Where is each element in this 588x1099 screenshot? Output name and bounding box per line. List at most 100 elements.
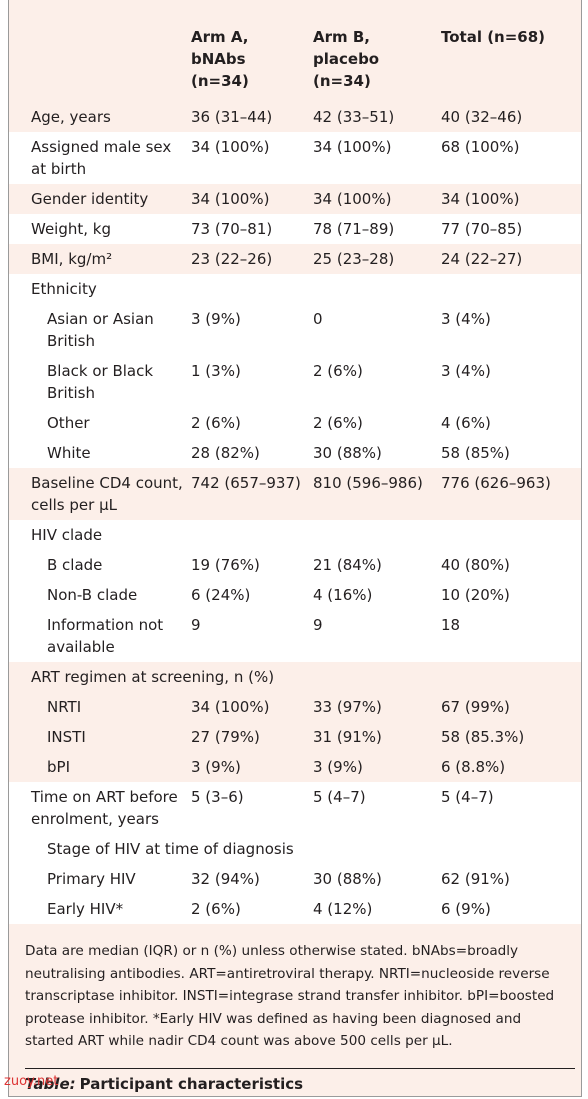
cell: 1 (3%) <box>191 362 241 380</box>
row-label: Assigned male sex at birth <box>31 138 172 178</box>
row: Early HIV* 2 (6%) 4 (12%) 6 (9%) <box>9 894 581 924</box>
row-label: B clade <box>47 556 103 574</box>
cell: 77 (70–85) <box>441 220 523 238</box>
cell: 810 (596–986) <box>313 474 423 492</box>
caption-title: Participant characteristics <box>79 1075 304 1093</box>
row: HIV clade <box>9 520 581 550</box>
divider <box>25 1068 575 1069</box>
cell: 24 (22–27) <box>441 250 523 268</box>
column-header: Arm B, placebo (n=34) <box>313 28 380 90</box>
row: ART regimen at screening, n (%) <box>9 662 581 692</box>
row-label: Stage of HIV at time of diagnosis <box>47 840 294 858</box>
row-group: BMI, kg/m² 23 (22–26) 25 (23–28) 24 (22–27) <box>9 244 581 274</box>
cell: 23 (22–26) <box>191 250 273 268</box>
cell: 78 (71–89) <box>313 220 395 238</box>
row: Black or Black British 1 (3%) 2 (6%) 3 (4%) <box>9 356 581 408</box>
cell: 2 (6%) <box>191 414 241 432</box>
cell: 4 (6%) <box>441 414 491 432</box>
row-group: Ethnicity Asian or Asian British 3 (9%) 0 3 … <box>9 274 581 468</box>
row-label: Time on ART before enrolment, years <box>31 788 178 828</box>
cell: 28 (82%) <box>191 444 260 462</box>
row: BMI, kg/m² 23 (22–26) 25 (23–28) 24 (22–27) <box>9 244 581 274</box>
cell: 40 (32–46) <box>441 108 523 126</box>
row-label: Asian or Asian British <box>47 310 154 350</box>
cell: 31 (91%) <box>313 728 382 746</box>
row: B clade 19 (76%) 21 (84%) 40 (80%) <box>9 550 581 580</box>
row-label: Information not available <box>47 616 164 656</box>
cell: 2 (6%) <box>191 900 241 918</box>
table: Arm A, bNAbs (n=34) Arm B, placebo (n=34)… <box>9 0 581 924</box>
caption: Table: Participant characteristics <box>9 1069 581 1099</box>
row: Primary HIV 32 (94%) 30 (88%) 62 (91%) <box>9 864 581 894</box>
cell: 3 (9%) <box>313 758 363 776</box>
cell: 34 (100%) <box>313 138 392 156</box>
cell: 3 (4%) <box>441 362 491 380</box>
cell: 9 <box>313 616 323 634</box>
cell: 27 (79%) <box>191 728 260 746</box>
cell: 2 (6%) <box>313 362 363 380</box>
cell: 34 (100%) <box>441 190 520 208</box>
row: Time on ART before enrolment, years 5 (3–… <box>9 782 581 834</box>
cell: 25 (23–28) <box>313 250 395 268</box>
row: White 28 (82%) 30 (88%) 58 (85%) <box>9 438 581 468</box>
cell: 6 (9%) <box>441 900 491 918</box>
cell: 5 (4–7) <box>313 788 366 806</box>
row: Non-B clade 6 (24%) 4 (16%) 10 (20%) <box>9 580 581 610</box>
watermark: zuoy.net <box>4 1074 59 1089</box>
cell: 67 (99%) <box>441 698 510 716</box>
row-label: Black or Black British <box>47 362 154 402</box>
row-label: Non-B clade <box>47 586 138 604</box>
cell: 742 (657–937) <box>191 474 301 492</box>
cell: 40 (80%) <box>441 556 510 574</box>
row-label: Baseline CD4 count, cells per µL <box>31 474 183 514</box>
row-group: Gender identity 34 (100%) 34 (100%) 34 (100… <box>9 184 581 214</box>
cell: 62 (91%) <box>441 870 510 888</box>
row: Stage of HIV at time of diagnosis <box>9 834 581 864</box>
cell: 10 (20%) <box>441 586 510 604</box>
cell: 2 (6%) <box>313 414 363 432</box>
row: Ethnicity <box>9 274 581 304</box>
cell: 42 (33–51) <box>313 108 395 126</box>
column-header: Total (n=68) <box>441 28 546 46</box>
table-panel: Arm A, bNAbs (n=34) Arm B, placebo (n=34)… <box>8 0 582 1097</box>
cell: 58 (85.3%) <box>441 728 525 746</box>
cell: 3 (9%) <box>191 310 241 328</box>
row-group: Age, years 36 (31–44) 42 (33–51) 40 (32–46) <box>9 102 581 132</box>
row-group: Time on ART before enrolment, years 5 (3–… <box>9 782 581 924</box>
cell: 6 (8.8%) <box>441 758 506 776</box>
cell: 58 (85%) <box>441 444 510 462</box>
row: INSTI 27 (79%) 31 (91%) 58 (85.3%) <box>9 722 581 752</box>
footnote: Data are median (IQR) or n (%) unless ot… <box>25 943 555 1049</box>
row-label: bPI <box>47 758 70 776</box>
cell: 73 (70–81) <box>191 220 273 238</box>
cell: 68 (100%) <box>441 138 520 156</box>
cell: 34 (100%) <box>313 190 392 208</box>
row-group: Weight, kg 73 (70–81) 78 (71–89) 77 (70–85) <box>9 214 581 244</box>
caption-prefix: Table: <box>25 1075 76 1093</box>
cell: 19 (76%) <box>191 556 260 574</box>
cell: 36 (31–44) <box>191 108 273 126</box>
row-group: Assigned male sex at birth 34 (100%) 34 (1… <box>9 132 581 184</box>
row-label: NRTI <box>47 698 82 716</box>
cell: 5 (4–7) <box>441 788 494 806</box>
row: Other 2 (6%) 2 (6%) 4 (6%) <box>9 408 581 438</box>
blank-header <box>9 0 187 102</box>
row-label: White <box>47 444 91 462</box>
row-label: BMI, kg/m² <box>31 250 113 268</box>
row-label: Gender identity <box>31 190 149 208</box>
row-group: Baseline CD4 count, cells per µL 742 (657… <box>9 468 581 520</box>
cell: 3 (4%) <box>441 310 491 328</box>
row: Information not available 9 9 18 <box>9 610 581 662</box>
row: Gender identity 34 (100%) 34 (100%) 34 (100… <box>9 184 581 214</box>
cell: 18 <box>441 616 461 634</box>
row-label: Other <box>47 414 90 432</box>
row: Baseline CD4 count, cells per µL 742 (657… <box>9 468 581 520</box>
row: Weight, kg 73 (70–81) 78 (71–89) 77 (70–85) <box>9 214 581 244</box>
row-group: ART regimen at screening, n (%) NRTI 34 (1… <box>9 662 581 782</box>
cell: 34 (100%) <box>191 138 270 156</box>
cell: 3 (9%) <box>191 758 241 776</box>
cell: 5 (3–6) <box>191 788 244 806</box>
row: NRTI 34 (100%) 33 (97%) 67 (99%) <box>9 692 581 722</box>
cell: 0 <box>313 310 323 328</box>
